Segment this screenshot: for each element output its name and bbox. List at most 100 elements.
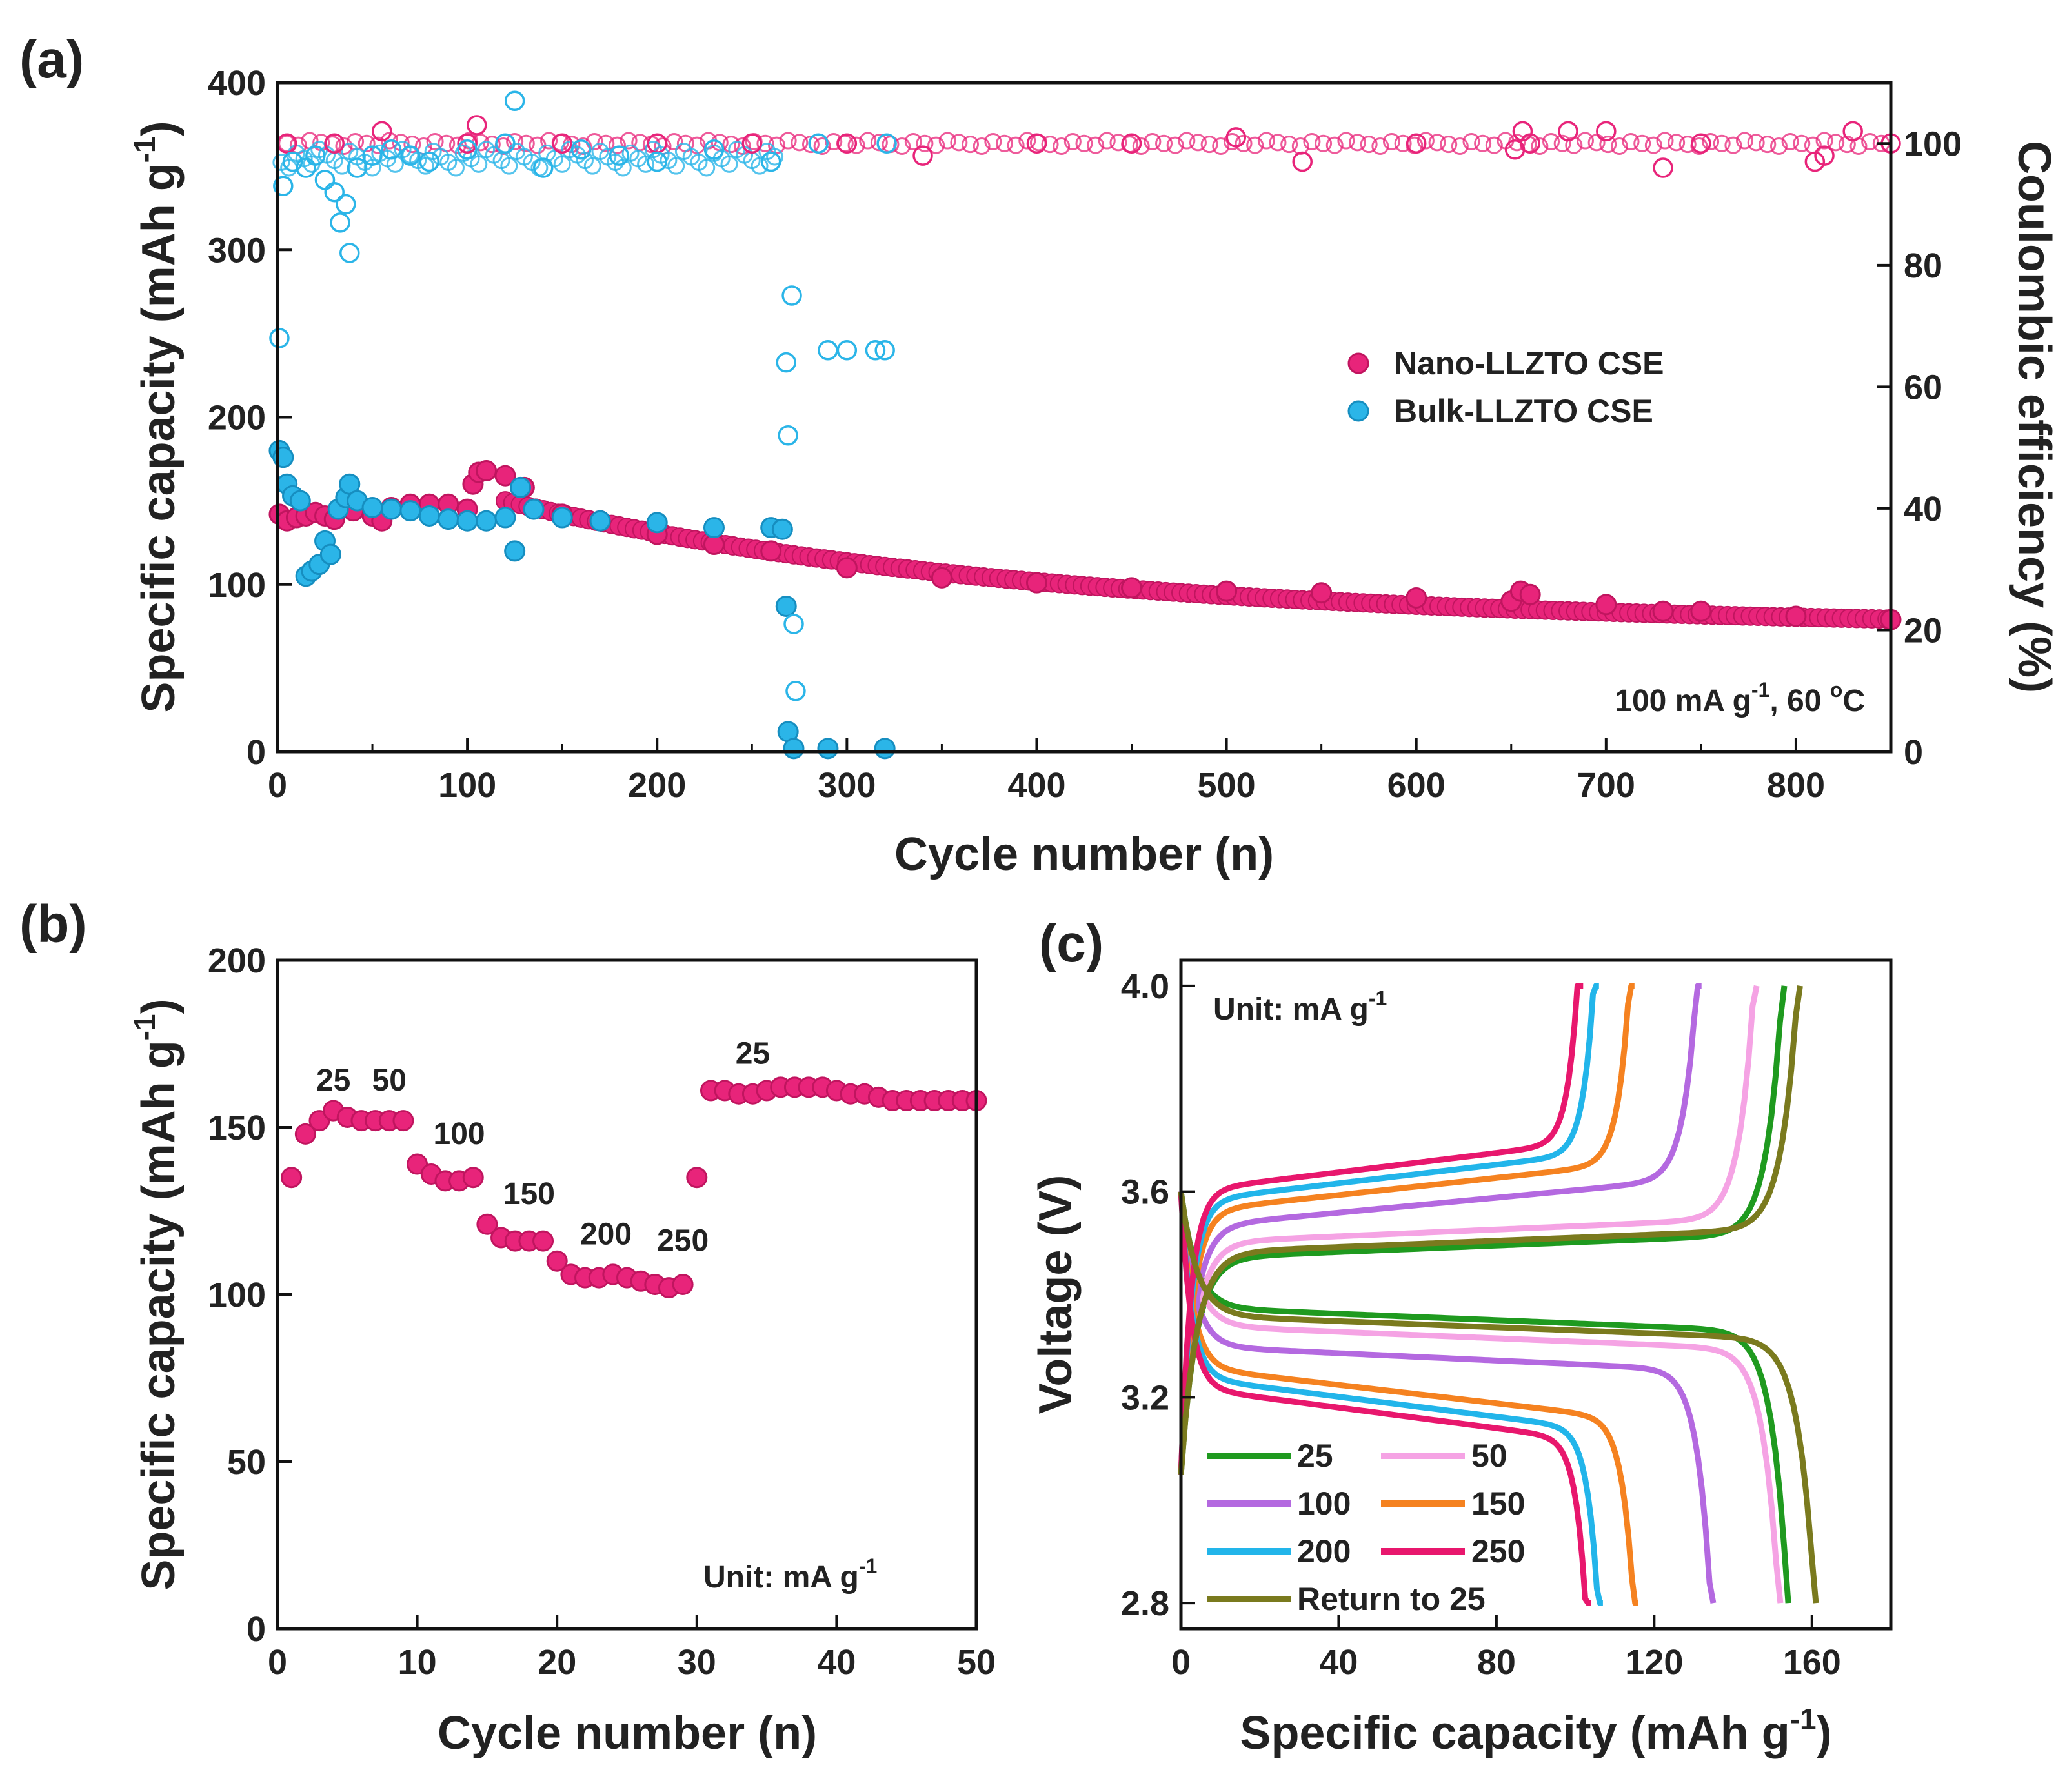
panel-c-y-tick-label: 3.6 xyxy=(1121,1173,1169,1212)
nano-ce-band-point xyxy=(859,132,877,150)
panel-a-legend: Nano-LLZTO CSE Bulk-LLZTO CSE xyxy=(1347,345,1664,429)
panel-b-unit-text: Unit: mA g xyxy=(703,1560,859,1595)
nano-ce-band-point xyxy=(1759,136,1777,154)
nano-ce-band-point xyxy=(1189,134,1207,152)
panel-b-x-tick-label: 30 xyxy=(678,1643,716,1682)
nano-ce-band-point xyxy=(483,136,501,154)
panel-c-unit-text: Unit: mA g xyxy=(1213,992,1369,1027)
nano-ce-band-point xyxy=(984,132,1002,150)
panel-c-x-tick-label: 120 xyxy=(1625,1643,1683,1682)
panel-b-rate-label: 100 xyxy=(434,1117,485,1151)
panel-a-series-2-point xyxy=(1558,121,1578,142)
panel-b-y-tick-label: 100 xyxy=(208,1276,266,1314)
nano-ce-band-point xyxy=(369,136,387,154)
nano-ce-band-point xyxy=(620,132,638,150)
nano-ce-band-point xyxy=(1109,134,1127,152)
panel-a-series-3-point xyxy=(336,194,356,215)
nano-ce-band-point xyxy=(1462,132,1480,150)
bulk-ce-band-point xyxy=(333,157,351,175)
bulk-ce-band-point xyxy=(614,159,632,177)
panel-a-series-0-point xyxy=(1216,580,1238,602)
panel-b-y-label-main: Specific capacity (mAh g xyxy=(133,1040,185,1590)
panel-b-y-tick-label: 0 xyxy=(247,1610,266,1649)
panel-a-y-label-main: Specific capacity (mAh g xyxy=(133,163,185,712)
nano-ce-band-point xyxy=(1349,134,1367,152)
panel-a-series-2-point xyxy=(1406,133,1427,154)
panel-c-discharge-curve-2 xyxy=(1178,1191,1717,1604)
panel-a-x-tick-label: 400 xyxy=(1007,766,1065,805)
panel-a-series-2-point xyxy=(741,133,763,154)
panel-a-series-3-point xyxy=(269,328,290,348)
panel-a-series-3-point xyxy=(865,340,886,361)
bulk-ce-band-point xyxy=(447,159,465,177)
panel-b-x-tick-label: 20 xyxy=(538,1643,576,1682)
nano-ce-band-point xyxy=(335,137,353,156)
nano-ce-band-point xyxy=(1428,134,1446,152)
panel-b-ticks: 0 10 20 30 40 50 0 50 100 150 200 xyxy=(208,941,996,1682)
panel-c-legend-label-6: Return to 25 xyxy=(1297,1581,1486,1617)
panel-a-series-1-point xyxy=(551,507,573,529)
panel-a-series-3-point xyxy=(282,151,303,172)
panel-c-charge-curve-0 xyxy=(1178,985,1788,1475)
nano-ce-band-point xyxy=(1633,134,1651,152)
nano-ce-band-point xyxy=(1542,132,1560,150)
nano-ce-band-point xyxy=(1075,134,1093,152)
panel-a-series-3-point xyxy=(570,139,592,160)
nano-ce-band-point xyxy=(1747,134,1765,152)
bulk-ce-band-point xyxy=(667,157,685,175)
panel-b-label: (b) xyxy=(19,895,87,954)
nano-ce-band-point xyxy=(608,136,626,154)
nano-ce-band-point xyxy=(779,132,797,150)
nano-ce-band-point xyxy=(1815,132,1833,150)
panel-a-y-tick-label: 200 xyxy=(208,399,266,438)
nano-ce-band-point xyxy=(1269,134,1287,152)
panel-b-rate-label: 200 xyxy=(580,1217,632,1251)
panel-a-series-3-point xyxy=(836,340,858,361)
panel-a-y-label-close: ) xyxy=(133,121,185,136)
panel-c-legend-label-5: 250 xyxy=(1471,1533,1525,1569)
panel-a-series-3-point xyxy=(876,133,897,154)
nano-ce-band-point xyxy=(870,134,888,152)
legend-marker-nano xyxy=(1347,352,1369,374)
panel-b-y-label-close: ) xyxy=(133,998,185,1014)
panel-a-series-3-point xyxy=(776,352,796,373)
nano-ce-band-point xyxy=(1599,136,1617,154)
panel-a-y-tick-label: 300 xyxy=(208,231,266,270)
nano-ce-band-point xyxy=(962,136,980,154)
panel-a-series-3-point xyxy=(874,340,895,361)
bulk-ce-band-point xyxy=(416,157,434,175)
bulk-ce-band-point xyxy=(751,157,769,175)
panel-a-annotation-part2: , 60 xyxy=(1769,684,1829,718)
panel-c-discharge-curve-3 xyxy=(1178,1191,1638,1606)
panel-c-y-axis-label: Voltage (V) xyxy=(1030,1175,1082,1414)
panel-a-y-tick-label: 100 xyxy=(208,566,266,605)
nano-ce-band-point xyxy=(1018,132,1036,150)
panel-a-series-3-point xyxy=(419,151,440,172)
panel-a-series-3-point xyxy=(785,680,806,701)
panel-b-unit-sup: -1 xyxy=(859,1555,877,1578)
panel-a-series-1-point xyxy=(380,498,402,520)
nano-ce-band-point xyxy=(1098,132,1116,150)
panel-c-charge-curve-4 xyxy=(1178,983,1599,1475)
panel-a-series-0-point xyxy=(1121,577,1143,599)
nano-ce-band-point xyxy=(1144,132,1162,150)
bulk-ce-band-point xyxy=(386,155,404,173)
nano-ce-band-point xyxy=(1223,132,1241,150)
panel-b-frame xyxy=(276,958,978,1631)
nano-ce-band-point xyxy=(938,132,956,150)
nano-ce-band-point xyxy=(1212,137,1230,156)
nano-ce-band-point xyxy=(1007,136,1025,154)
nano-ce-band-point xyxy=(916,134,934,152)
panel-a-x-tick-label: 100 xyxy=(438,766,496,805)
nano-ce-band-point xyxy=(1337,132,1355,150)
panel-a-series-2-point xyxy=(1292,151,1313,172)
nano-ce-band-point xyxy=(1394,134,1412,152)
panel-b-point xyxy=(476,1213,498,1235)
nano-ce-band-point xyxy=(540,132,558,150)
panel-a-series-3-point xyxy=(808,133,829,154)
panel-c-charge-curve-1 xyxy=(1178,985,1760,1475)
nano-ce-band-point xyxy=(768,136,786,154)
panel-b-y-tick-label: 50 xyxy=(227,1443,266,1482)
